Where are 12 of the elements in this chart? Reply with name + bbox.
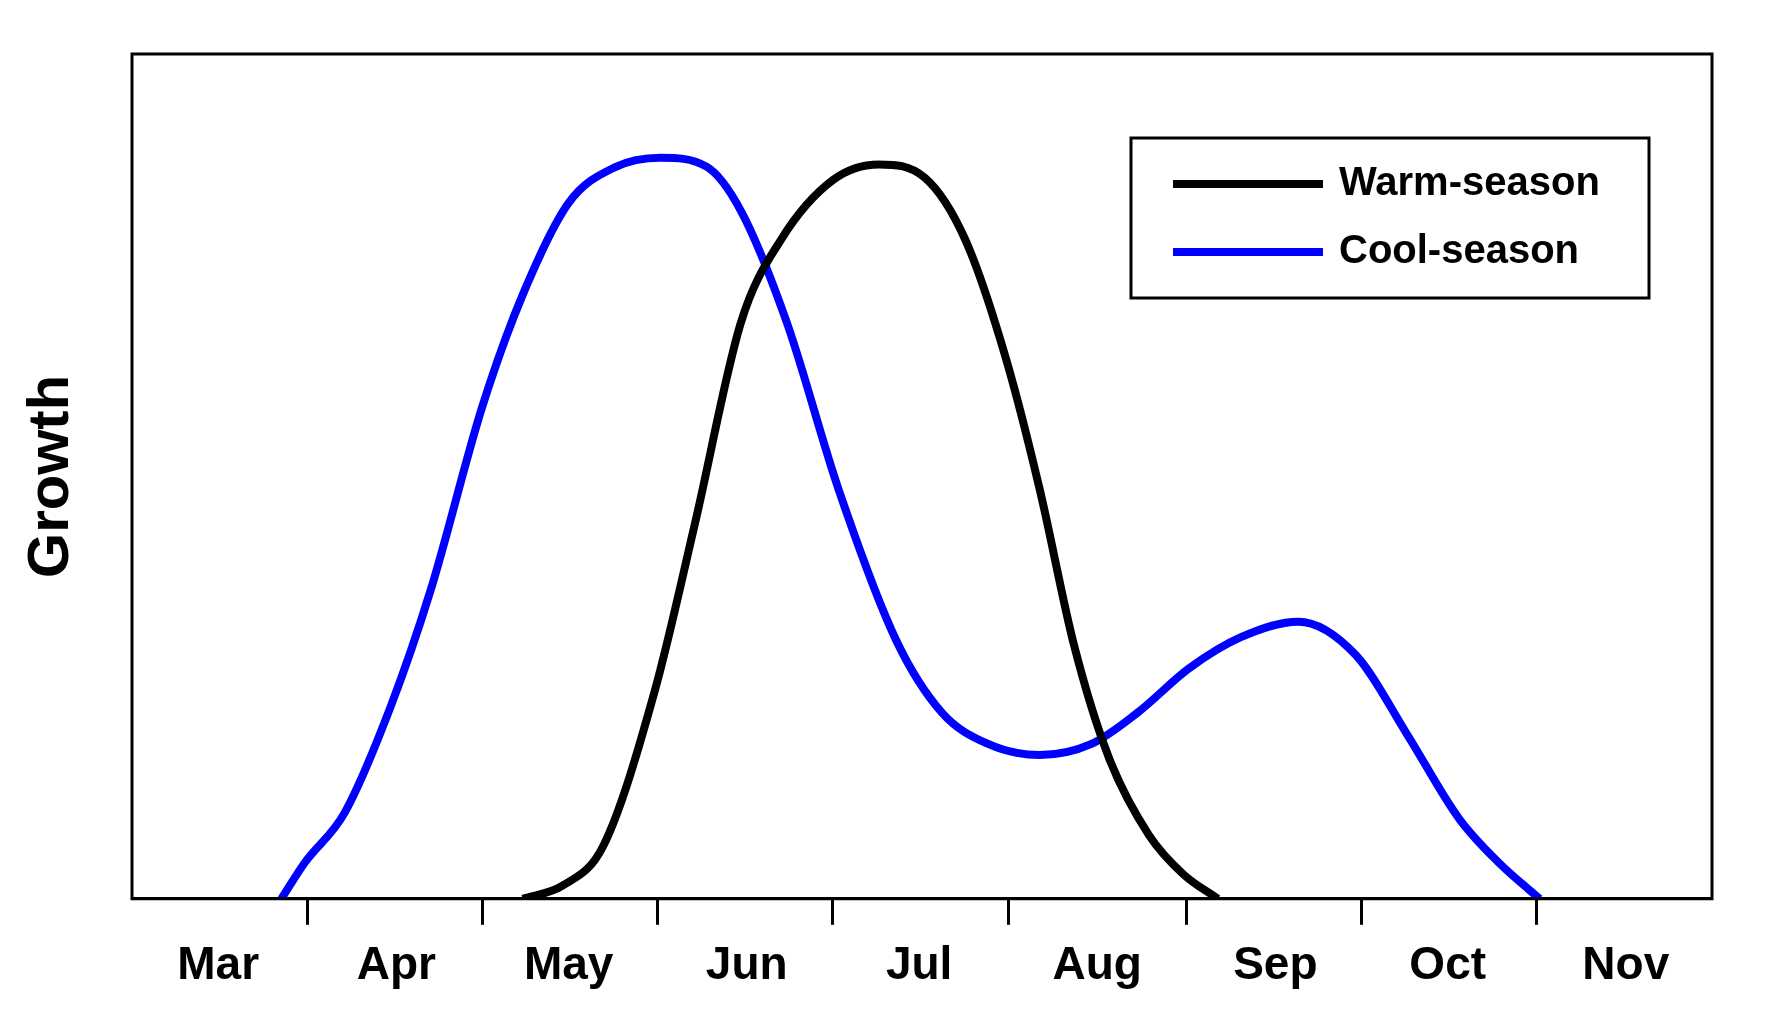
x-tick-label: Mar bbox=[177, 937, 260, 990]
x-tick-label: Jun bbox=[705, 937, 788, 990]
x-tick-label: Sep bbox=[1233, 937, 1318, 990]
x-tick-label: May bbox=[523, 937, 614, 990]
y-axis-title: Growth bbox=[15, 374, 80, 578]
x-tick-label: Jul bbox=[885, 937, 953, 990]
x-tick-label: Oct bbox=[1409, 937, 1487, 990]
x-tick-label: Nov bbox=[1582, 937, 1670, 990]
x-tick-label: Aug bbox=[1052, 937, 1142, 990]
x-tick-label: Apr bbox=[356, 937, 436, 990]
legend-label: Cool-season bbox=[1339, 227, 1580, 272]
legend-label: Warm-season bbox=[1339, 159, 1600, 204]
